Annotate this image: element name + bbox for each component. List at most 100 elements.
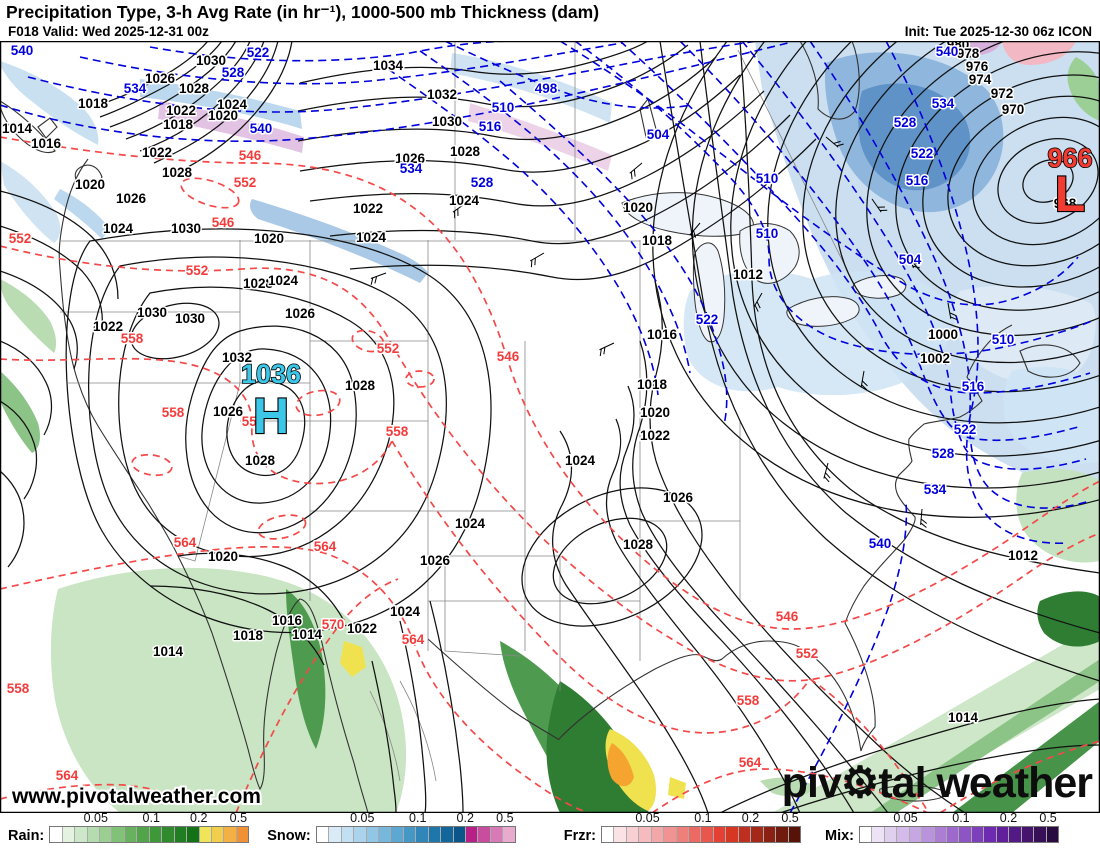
legend-tick-label: 0.1 [952,810,970,825]
legend-color-cell [341,826,355,842]
contour-label: 1024 [217,97,248,112]
contour-label: 1032 [427,87,457,102]
contour-label: 564 [56,768,79,783]
contour-label: 528 [471,175,494,190]
legend-tick-label: 0.5 [781,810,799,825]
contour-label: 1024 [390,604,421,619]
contour-label: 552 [796,646,819,661]
legend-color-cell [478,826,491,842]
contour-label: 558 [7,681,30,696]
legend-tick-label: 0.2 [190,810,208,825]
contour-label: 1028 [450,144,481,159]
thickness-contours-cold [0,40,1093,813]
contour-label: 558 [737,693,760,708]
legend-color-cell [428,826,442,842]
legend-color-cell [689,826,702,842]
contour-label: 970 [1002,102,1025,117]
legend-label: Rain: [8,827,45,844]
contour-label: 546 [776,609,799,624]
contour-label: 534 [924,482,947,497]
legend-tick-label: 0.05 [83,810,108,825]
legend-tick-label: 0.5 [229,810,248,825]
contour-label: 1032 [222,350,252,365]
legend-tick-label: 0.5 [1039,810,1057,825]
contour-label: 1028 [179,81,210,96]
contour-label: 510 [492,100,515,115]
contour-label: 1020 [75,177,105,192]
contour-label: 1002 [920,351,950,366]
legend-color-cell [1046,826,1058,842]
legend-color-cell [224,826,237,842]
contour-label: 1026 [285,306,316,321]
legend-tick-label: 0.1 [142,810,160,825]
contour-label: 498 [535,81,558,96]
legend-color-cell [788,826,800,842]
legend-color-cell [776,826,789,842]
legend-color-cell [959,826,972,842]
legend-color-cell [897,826,910,842]
high-value-label: 1036 [241,359,301,389]
contour-label: 1024 [268,273,299,288]
weather-map: 1030 1026 1028 1018 1024 1022 1020 1018 1014 1016… [0,40,1100,813]
legend-color-cell [466,826,479,842]
legend-color-cell [664,826,677,842]
legend-color-cell [316,826,330,842]
legend-color-cell [236,826,249,842]
contour-label: 968 [1054,196,1077,211]
contour-label: 972 [991,86,1014,101]
legend-colorbar: 0.05 0.1 0.2 0.5 [858,811,1059,843]
legend-color-cell [1034,826,1047,842]
legend-color-cell [199,826,212,842]
contour-label: 1022 [640,428,670,443]
contour-label: 528 [222,65,245,80]
forecast-info-row: F018 Valid: Wed 2025-12-31 00z Init: Tue… [6,24,1094,41]
contour-label: 522 [911,146,934,161]
contour-label: 1030 [432,114,462,129]
contour-label: 558 [121,331,144,346]
legend-color-cell [701,826,714,842]
legend-color-cell [403,826,417,842]
contour-label: 534 [932,96,955,111]
legend-tick-label: 0.05 [635,810,660,825]
contour-label: 570 [322,617,345,632]
contour-label: 1018 [163,117,194,132]
legend-color-cell [726,826,739,842]
legend-color-cell [984,826,997,842]
legend-color-cell [441,826,454,842]
legend-color-cell [149,826,163,842]
contour-label: 1024 [455,516,486,531]
legend-tick-label: 0.1 [694,810,712,825]
contour-label: 516 [962,379,985,394]
legend-color-cell [639,826,652,842]
contour-label: 504 [899,252,922,267]
legend-group: Snow: 0.05 0.1 0.2 0.5 [267,811,516,845]
legend-color-cell [713,826,727,842]
legend-color-cell [626,826,640,842]
legend-color-cell [162,826,175,842]
legend-colorbar: 0.05 0.1 0.2 0.5 [49,811,250,843]
contour-label: 558 [386,424,409,439]
legend-tick-label: 0.1 [409,810,427,825]
contour-label: 1020 [208,108,238,123]
contour-label: 528 [932,446,955,461]
precip-rate-legend: Rain: 0.05 0.1 0.2 0.5 Snow: 0.05 0.1 0.2 0.5 Frzr… [0,810,1100,845]
legend-color-cell [909,826,923,842]
contour-label: 976 [966,59,989,74]
state-borders [60,40,858,781]
legend-color-cell [676,826,690,842]
contour-label: 510 [992,332,1015,347]
legend-color-cell [391,826,404,842]
contour-label: 1026 [213,404,244,419]
legend-color-cell [378,826,392,842]
contour-label: 528 [894,115,917,130]
contour-label: 546 [239,148,262,163]
contour-label: 1012 [733,267,763,282]
low-value-label: 966 [1047,143,1092,173]
contour-label: 552 [377,341,400,356]
contour-label: 1016 [272,613,303,628]
legend-color-cell [1009,826,1022,842]
contour-label: 564 [314,539,337,554]
page-title: Precipitation Type, 3-h Avg Rate (in hr⁻… [6,2,600,22]
contour-label: 522 [247,45,270,60]
legend-group: Mix: 0.05 0.1 0.2 0.5 [825,811,1059,845]
